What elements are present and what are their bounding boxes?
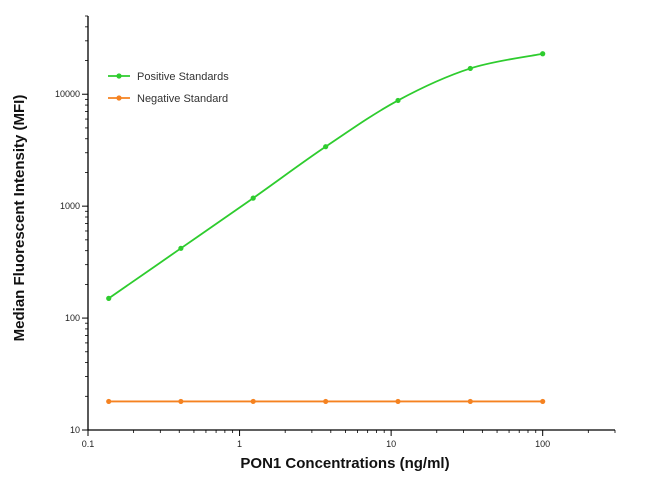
x-tick-label: 10 bbox=[386, 439, 396, 449]
data-point bbox=[178, 245, 184, 251]
y-tick-label: 1000 bbox=[60, 201, 80, 211]
data-point bbox=[467, 398, 473, 405]
data-point bbox=[540, 398, 546, 405]
series-line bbox=[108, 52, 543, 300]
series-layer bbox=[106, 51, 546, 405]
legend-label: Positive Standards bbox=[137, 71, 229, 83]
data-point bbox=[250, 398, 256, 405]
x-axis-title: PON1 Concentrations (ng/ml) bbox=[240, 455, 449, 472]
data-point bbox=[250, 195, 256, 201]
data-point bbox=[540, 51, 546, 57]
axes: 0.1 1 10 100 10 100 1000 10000 bbox=[55, 15, 616, 449]
data-point bbox=[395, 97, 401, 104]
y-tick-label: 100 bbox=[65, 313, 80, 323]
legend: Positive Standards Negative Standard bbox=[108, 71, 229, 105]
legend-swatch-marker bbox=[116, 95, 122, 101]
data-point bbox=[395, 398, 401, 405]
legend-item: Positive Standards bbox=[108, 71, 229, 83]
data-point bbox=[178, 398, 184, 405]
legend-swatch-marker bbox=[116, 73, 122, 79]
data-point bbox=[467, 65, 473, 72]
x-tick-label: 100 bbox=[535, 439, 550, 449]
series-negative-standard bbox=[106, 398, 546, 405]
data-point bbox=[106, 398, 112, 405]
data-point bbox=[323, 144, 329, 150]
x-tick-label: 1 bbox=[237, 439, 242, 449]
data-point bbox=[323, 398, 329, 405]
legend-item: Negative Standard bbox=[108, 93, 228, 105]
y-tick-label: 10000 bbox=[55, 89, 80, 99]
data-point bbox=[106, 295, 112, 301]
series-positive-standards bbox=[106, 51, 546, 301]
legend-label: Negative Standard bbox=[137, 93, 228, 105]
y-axis-title: Median Fluorescent Intensity (MFI) bbox=[11, 95, 28, 342]
y-tick-label: 10 bbox=[70, 425, 80, 435]
x-tick-label: 0.1 bbox=[82, 439, 95, 449]
